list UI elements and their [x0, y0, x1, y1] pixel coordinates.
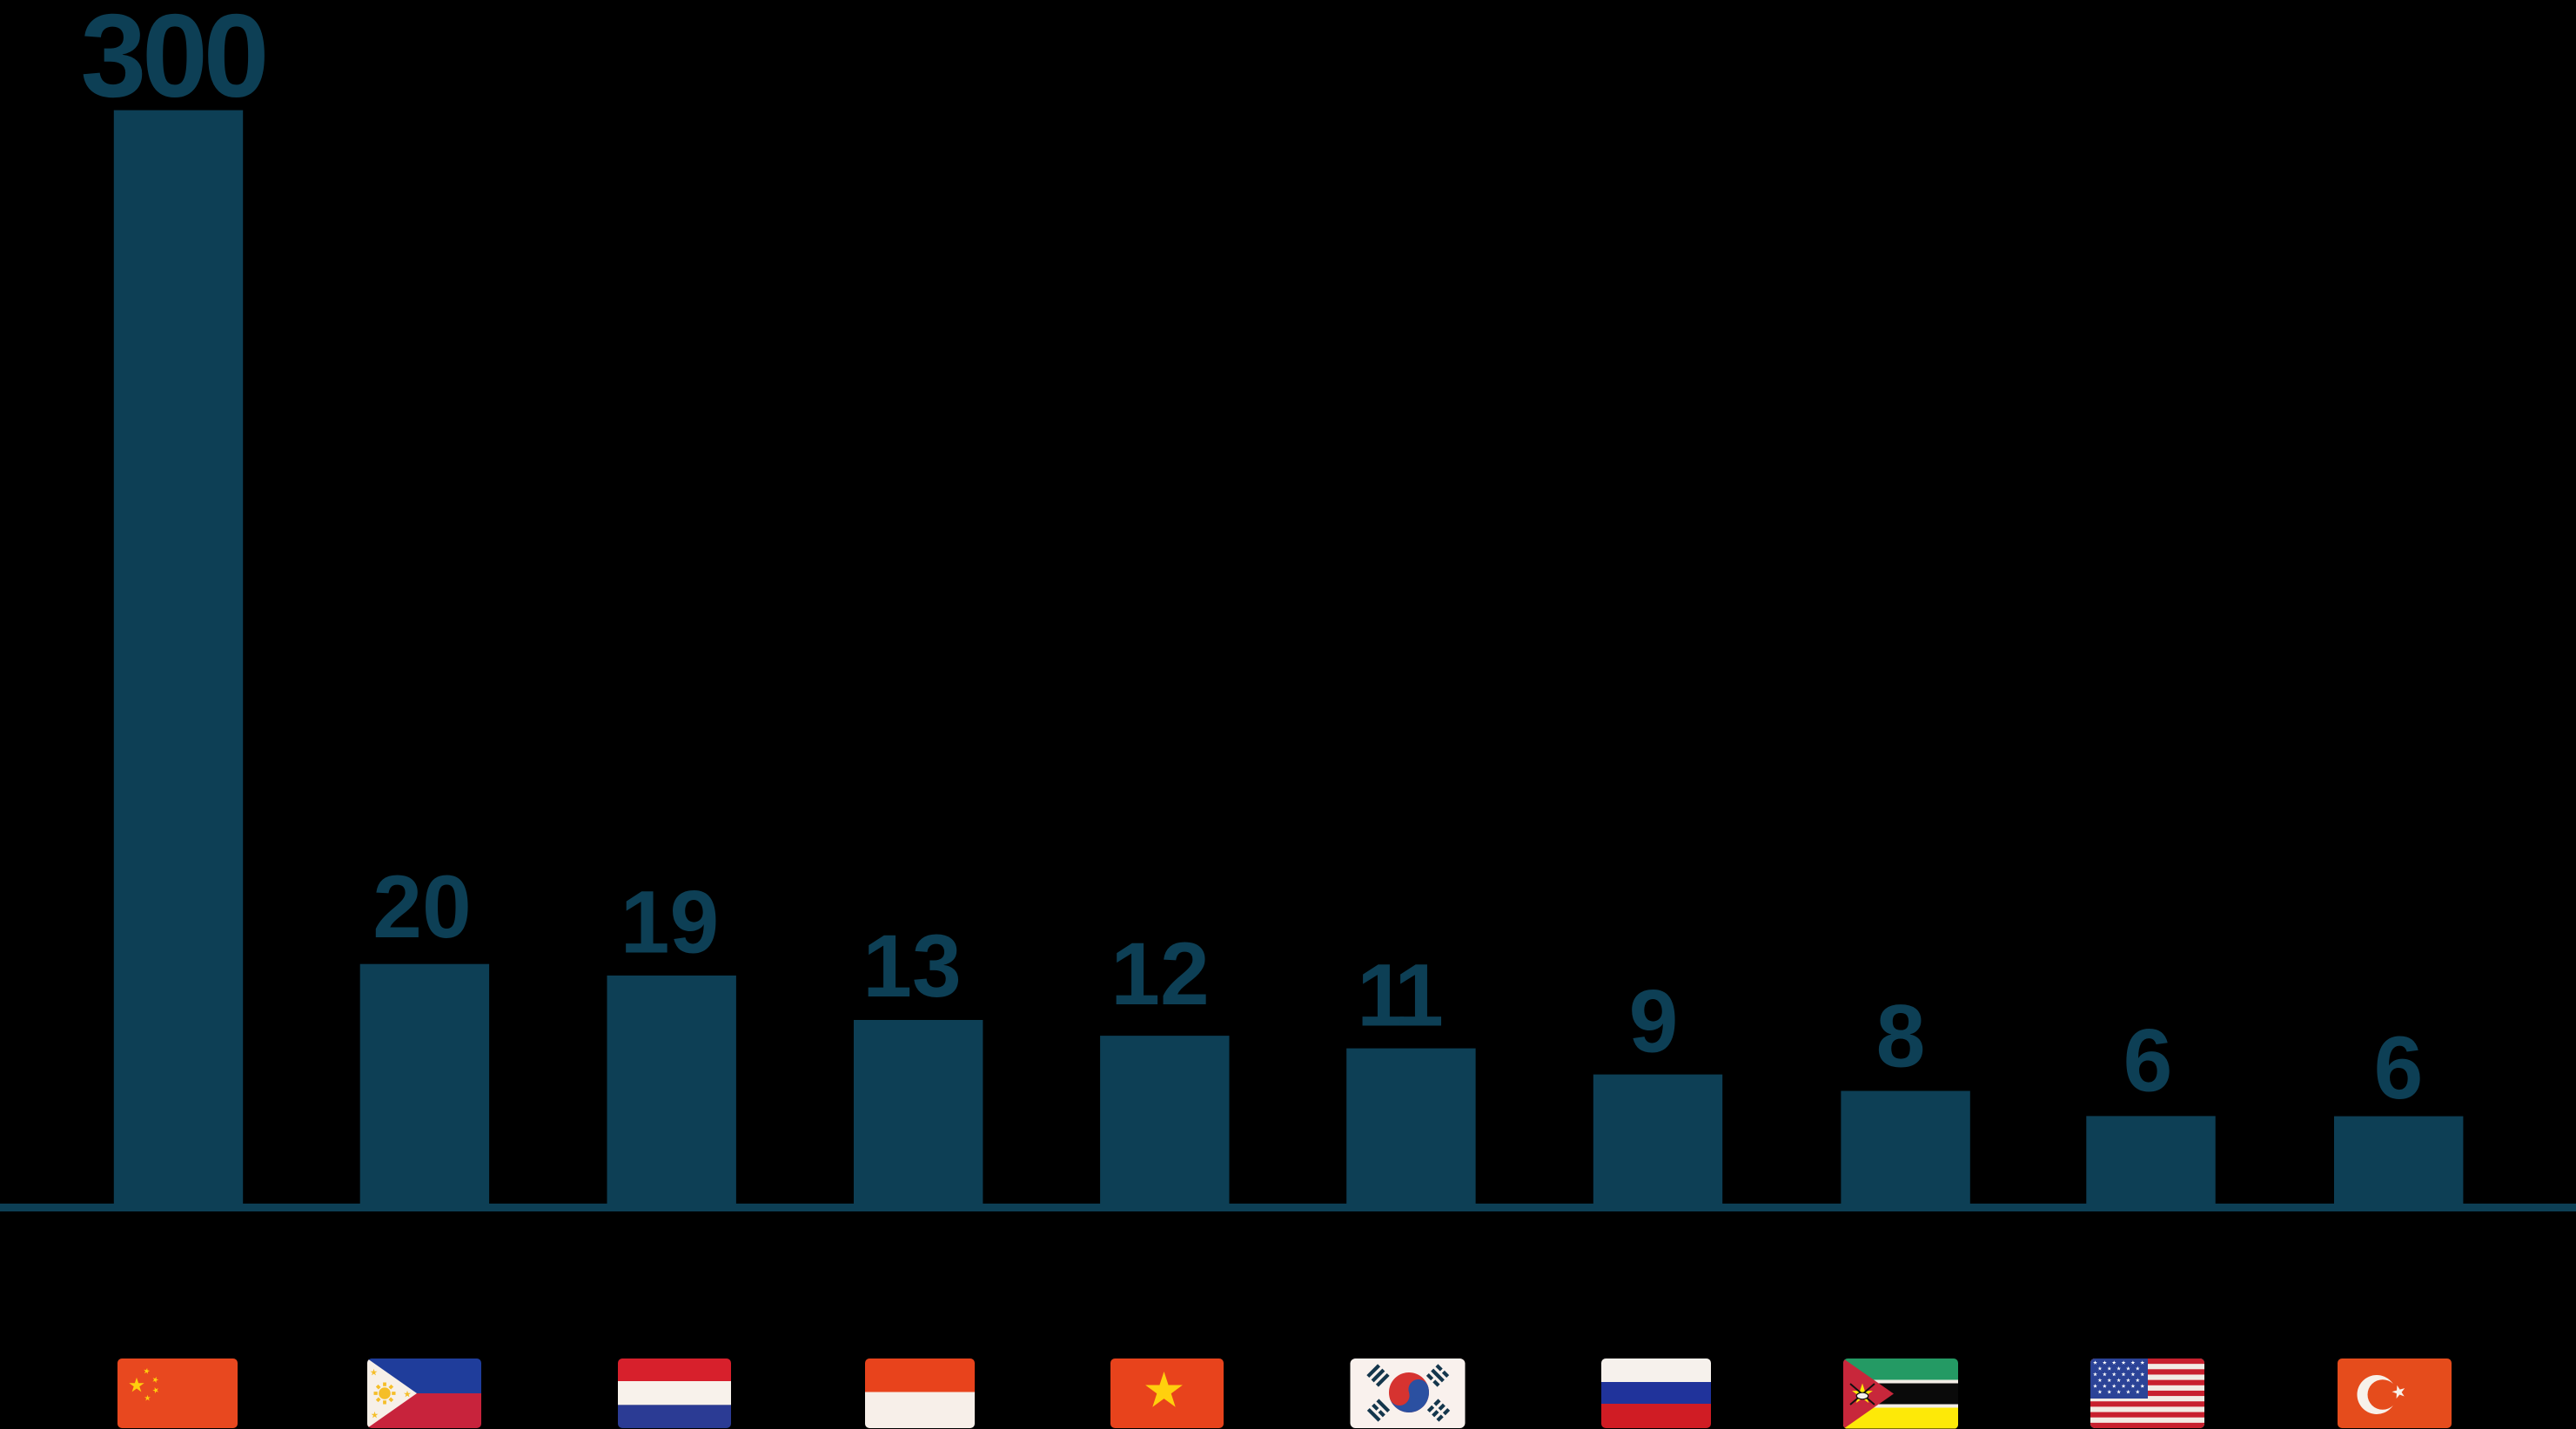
svg-text:6: 6: [2123, 1011, 2173, 1110]
svg-text:20: 20: [372, 857, 471, 956]
svg-text:8: 8: [1876, 986, 1926, 1085]
svg-text:9: 9: [1629, 971, 1679, 1070]
svg-text:300: 300: [81, 0, 265, 122]
svg-text:19: 19: [621, 873, 719, 972]
svg-text:13: 13: [862, 916, 961, 1016]
svg-text:12: 12: [1110, 924, 1209, 1023]
svg-text:6: 6: [2374, 1018, 2424, 1117]
svg-text:11: 11: [1357, 945, 1441, 1044]
